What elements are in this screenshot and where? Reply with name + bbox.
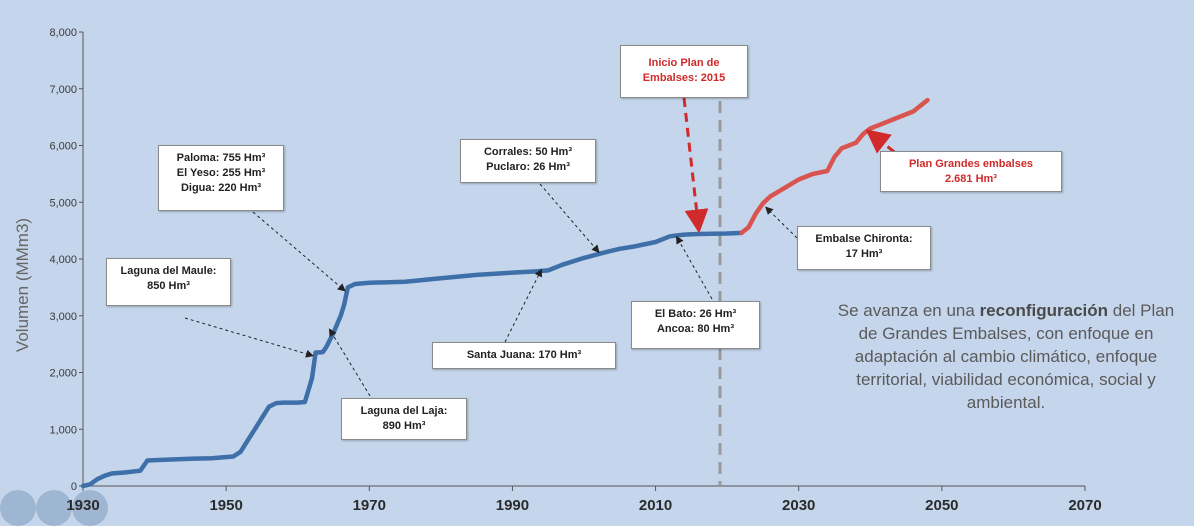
decorative-circle	[36, 490, 72, 526]
annotation-arrow	[539, 183, 600, 254]
y-tick-label: 3,000	[49, 311, 77, 323]
annotation-plan-grandes-embalses: Plan Grandes embalses 2.681 Hm³	[880, 151, 1062, 192]
decorative-circle	[72, 490, 108, 526]
annotation-embalse-chironta: Embalse Chironta: 17 Hm³	[797, 226, 931, 270]
annotation-laguna-del-laja: Laguna del Laja: 890 Hm³	[341, 398, 467, 440]
annotation-arrow	[682, 97, 709, 234]
x-tick-label: 1930	[66, 497, 99, 514]
annotation-arrow	[504, 268, 542, 343]
annotation-arrow	[184, 317, 314, 358]
series-line-1	[739, 97, 930, 236]
y-tick-label: 0	[71, 481, 77, 493]
annotation-santa-juana: Santa Juana: 170 Hm³	[432, 342, 616, 369]
x-tick-label: 2070	[1068, 497, 1101, 514]
y-tick-label: 5,000	[49, 197, 77, 209]
annotation-paloma-yeso-digua: Paloma: 755 Hm³ El Yeso: 255 Hm³ Digua: 22…	[158, 145, 284, 211]
x-tick-label: 2010	[639, 497, 672, 514]
y-tick-label: 7,000	[49, 84, 77, 96]
decorative-circle	[0, 490, 36, 526]
series-line-0	[80, 230, 744, 489]
x-tick-label: 2030	[782, 497, 815, 514]
annotation-arrow	[765, 206, 798, 239]
annotation-el-bato-ancoa: El Bato: 26 Hm³ Ancoa: 80 Hm³	[631, 301, 760, 349]
x-tick-label: 1950	[209, 497, 242, 514]
reconfiguration-note: Se avanza en una reconfiguración del Pla…	[837, 301, 1175, 412]
y-tick-label: 6,000	[49, 141, 77, 153]
annotation-inicio-plan: Inicio Plan de Embalses: 2015	[620, 45, 748, 98]
y-tick-label: 1,000	[49, 424, 77, 436]
note-bold: reconfiguración	[979, 301, 1109, 320]
y-tick-label: 2,000	[49, 368, 77, 380]
annotation-laguna-del-maule: Laguna del Maule: 850 Hm³	[106, 258, 231, 306]
x-tick-label: 2050	[925, 497, 958, 514]
y-tick-label: 4,000	[49, 254, 77, 266]
y-axis-label: Volumen (MMm3)	[13, 218, 32, 352]
annotation-arrow	[328, 328, 371, 397]
annotation-arrow	[252, 211, 346, 292]
y-tick-label: 8,000	[49, 27, 77, 39]
x-tick-label: 1970	[353, 497, 386, 514]
annotation-arrow	[676, 235, 713, 300]
x-tick-label: 1990	[496, 497, 529, 514]
annotation-corrales-puclaro: Corrales: 50 Hm³ Puclaro: 26 Hm³	[460, 139, 596, 183]
